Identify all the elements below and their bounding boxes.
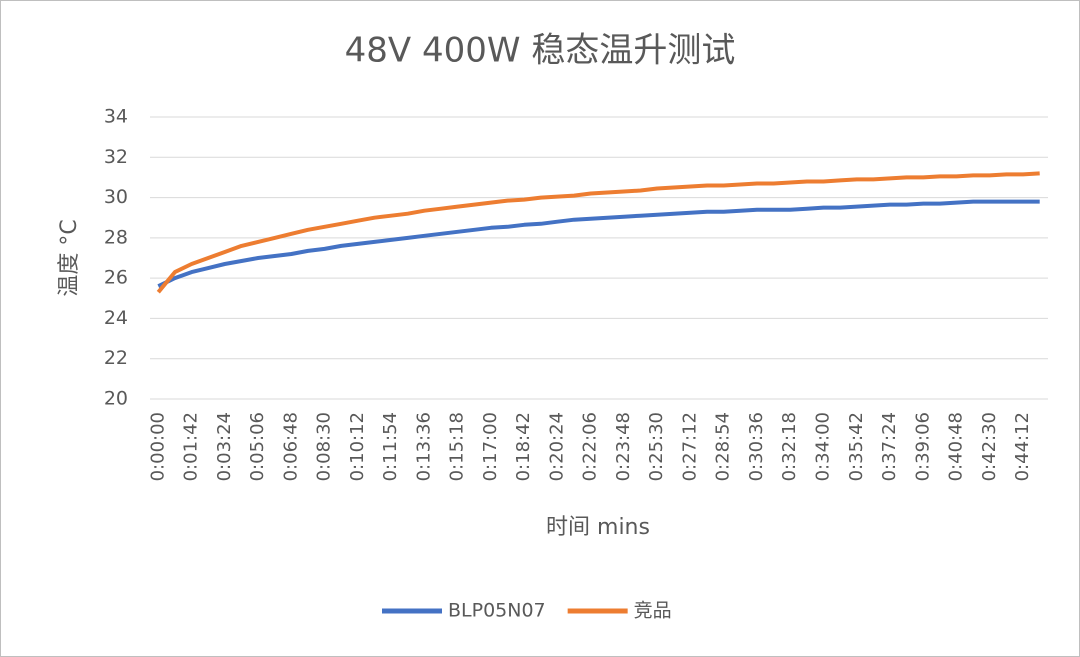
y-tick-label: 20: [104, 388, 128, 410]
series-line: [157, 199, 1040, 288]
x-tick-label: 0:40:48: [946, 412, 967, 481]
x-tick-label: 0:44:12: [1012, 412, 1033, 481]
legend-label: 竞品: [634, 600, 672, 622]
legend-label: BLP05N07: [448, 600, 546, 622]
x-axis-title: 时间 mins: [546, 515, 650, 540]
y-axis-title: 温度 °C: [57, 219, 82, 296]
x-tick-label: 0:05:06: [247, 412, 268, 481]
x-tick-label: 0:10:12: [347, 412, 368, 481]
x-tick-label: 0:22:06: [580, 412, 601, 481]
x-tick-label: 0:25:30: [646, 412, 667, 481]
x-tick-label: 0:35:42: [846, 412, 867, 481]
x-tick-label: 0:01:42: [181, 412, 202, 481]
x-tick-label: 0:42:30: [979, 412, 1000, 481]
chart-title: 48V 400W 稳态温升测试: [345, 31, 736, 71]
x-tick-label: 0:17:00: [480, 412, 501, 481]
x-tick-label: 0:18:42: [513, 412, 534, 481]
x-tick-label: 0:20:24: [546, 412, 567, 481]
x-tick-label: 0:13:36: [413, 412, 434, 481]
x-tick-label: 0:15:18: [447, 412, 468, 481]
y-tick-label: 34: [104, 106, 128, 128]
series-line: [156, 171, 1040, 294]
y-tick-label: 32: [104, 146, 128, 168]
x-tick-label: 0:00:00: [147, 412, 168, 481]
x-tick-label: 0:39:06: [912, 412, 933, 481]
x-tick-label: 0:32:18: [779, 412, 800, 481]
x-tick-label: 0:06:48: [280, 412, 301, 481]
x-tick-label: 0:11:54: [380, 412, 401, 481]
x-tick-label: 0:34:00: [813, 412, 834, 481]
y-tick-label: 28: [104, 226, 128, 248]
x-tick-label: 0:27:12: [679, 412, 700, 481]
y-tick-label: 24: [104, 307, 128, 329]
x-tick-label: 0:37:24: [879, 412, 900, 481]
y-tick-label: 26: [104, 267, 128, 289]
x-tick-label: 0:08:30: [314, 412, 335, 481]
x-tick-label: 0:28:54: [713, 412, 734, 481]
y-tick-label: 30: [104, 186, 128, 208]
x-tick-label: 0:30:36: [746, 412, 767, 481]
x-tick-label: 0:23:48: [613, 412, 634, 481]
y-tick-label: 22: [104, 347, 128, 369]
x-tick-label: 0:03:24: [214, 412, 235, 481]
